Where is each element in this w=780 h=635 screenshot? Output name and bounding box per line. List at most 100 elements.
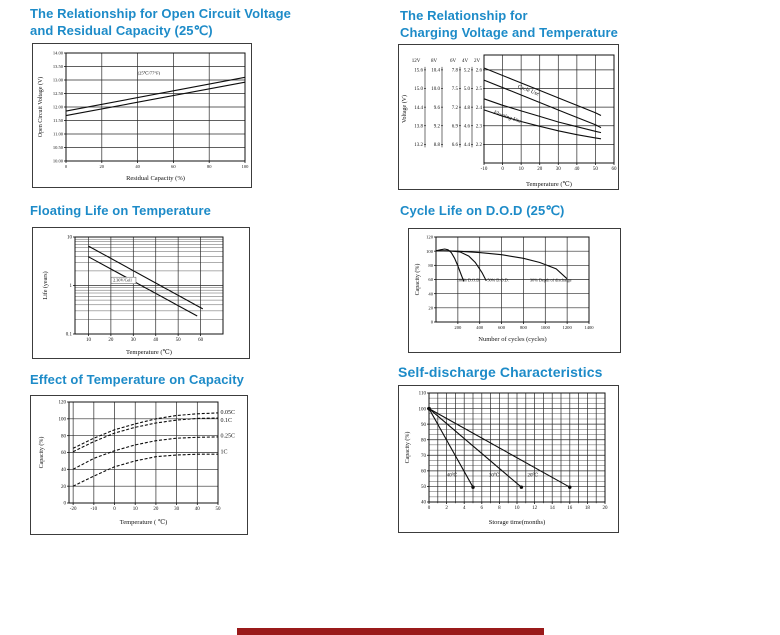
cycle-life-dod-chart: 200 400 600 800 1000 1200 1400 0 20 40 60 80 100 120 N… bbox=[414, 235, 594, 343]
svg-text:60: 60 bbox=[198, 338, 204, 343]
svg-text:30: 30 bbox=[174, 507, 180, 512]
svg-text:4.8: 4.8 bbox=[464, 106, 471, 111]
svg-text:110: 110 bbox=[419, 392, 427, 397]
svg-text:0.05C: 0.05C bbox=[221, 410, 236, 416]
svg-text:100: 100 bbox=[426, 249, 434, 254]
chart-open-circuit-voltage: The Relationship for Open Circuit Voltag… bbox=[30, 6, 291, 188]
svg-text:40: 40 bbox=[421, 501, 427, 506]
svg-text:Life (years): Life (years) bbox=[42, 271, 49, 299]
title-line: Effect of Temperature on Capacity bbox=[30, 372, 244, 387]
svg-text:-10: -10 bbox=[481, 167, 488, 172]
svg-text:Capacity (%): Capacity (%) bbox=[414, 263, 421, 295]
svg-text:2: 2 bbox=[445, 506, 448, 511]
svg-text:6.6: 6.6 bbox=[452, 143, 459, 148]
chart-panel: 200 400 600 800 1000 1200 1400 0 20 40 60 80 100 120 N… bbox=[408, 227, 621, 353]
svg-text:80: 80 bbox=[428, 263, 433, 268]
svg-text:10.00: 10.00 bbox=[53, 158, 64, 163]
svg-text:20: 20 bbox=[428, 305, 433, 310]
chart-title-floating-life: Floating Life on Temperature bbox=[30, 203, 250, 220]
svg-text:20: 20 bbox=[153, 507, 159, 512]
svg-text:Open Circuit Voltage (V): Open Circuit Voltage (V) bbox=[37, 76, 44, 137]
svg-text:30: 30 bbox=[556, 167, 562, 172]
svg-text:50: 50 bbox=[216, 507, 222, 512]
title-line: Self-discharge Characteristics bbox=[398, 364, 603, 380]
svg-text:10: 10 bbox=[515, 506, 521, 511]
svg-text:9.2: 9.2 bbox=[434, 124, 441, 129]
self-discharge-chart: 0 2 4 6 8 10 12 14 16 18 20 40 50 60 70 80 90 100 110 Stora… bbox=[404, 392, 608, 526]
svg-text:100: 100 bbox=[242, 164, 250, 169]
svg-text:1: 1 bbox=[70, 284, 73, 289]
svg-text:0: 0 bbox=[113, 507, 116, 512]
svg-text:40: 40 bbox=[195, 507, 201, 512]
chart-panel: 0 20 40 60 80 100 10.00 10.50 11.00 11.50 12.00 12.… bbox=[32, 42, 252, 188]
svg-text:30: 30 bbox=[131, 338, 137, 343]
svg-text:40: 40 bbox=[428, 291, 433, 296]
svg-text:400: 400 bbox=[476, 325, 484, 330]
svg-text:Number of cycles (cycles): Number of cycles (cycles) bbox=[478, 336, 546, 343]
svg-text:1C: 1C bbox=[221, 449, 228, 455]
svg-text:13.8: 13.8 bbox=[414, 124, 423, 129]
svg-text:50: 50 bbox=[421, 485, 427, 490]
svg-text:20: 20 bbox=[108, 338, 114, 343]
svg-text:100: 100 bbox=[59, 417, 67, 422]
chart-panel: 0 2 4 6 8 10 12 14 16 18 20 40 50 60 70 80 90 100 110 Stora… bbox=[398, 385, 619, 534]
chart-title-temp-capacity: Effect of Temperature on Capacity bbox=[30, 372, 248, 389]
svg-text:80: 80 bbox=[61, 434, 67, 439]
svg-text:(25℃/77°F): (25℃/77°F) bbox=[138, 70, 161, 75]
svg-text:1400: 1400 bbox=[584, 325, 594, 330]
svg-text:40℃: 40℃ bbox=[447, 472, 458, 478]
svg-text:12.50: 12.50 bbox=[53, 91, 64, 96]
chart-charging-voltage-temperature: The Relationship for Charging Voltage an… bbox=[398, 8, 619, 190]
svg-text:4: 4 bbox=[463, 506, 466, 511]
svg-text:8V: 8V bbox=[431, 59, 438, 64]
svg-text:Residual Capacity (%): Residual Capacity (%) bbox=[126, 175, 185, 182]
floating-life-temperature-chart: 10 20 30 40 50 60 10 1 0.1 Temperature (℃) Life (y… bbox=[42, 236, 224, 356]
svg-text:4.6: 4.6 bbox=[464, 124, 471, 129]
svg-text:2V: 2V bbox=[474, 59, 481, 64]
svg-text:6: 6 bbox=[481, 506, 484, 511]
svg-text:60: 60 bbox=[428, 277, 433, 282]
svg-text:13.50: 13.50 bbox=[53, 64, 64, 69]
svg-text:-20: -20 bbox=[70, 507, 77, 512]
chart-title-self-discharge: Self-discharge Characteristics bbox=[398, 363, 619, 381]
svg-text:4.4: 4.4 bbox=[464, 143, 471, 148]
svg-text:15.0: 15.0 bbox=[414, 87, 423, 92]
svg-text:1000: 1000 bbox=[541, 325, 551, 330]
svg-text:9.6: 9.6 bbox=[434, 106, 441, 111]
svg-text:40: 40 bbox=[153, 338, 159, 343]
svg-text:6V: 6V bbox=[450, 59, 457, 64]
svg-text:10: 10 bbox=[86, 338, 92, 343]
svg-text:0: 0 bbox=[428, 506, 431, 511]
svg-text:2.30V/Cell: 2.30V/Cell bbox=[113, 278, 132, 283]
svg-text:12V: 12V bbox=[412, 59, 421, 64]
svg-text:10: 10 bbox=[133, 507, 139, 512]
svg-text:0.25C: 0.25C bbox=[221, 433, 236, 439]
svg-text:16: 16 bbox=[567, 506, 573, 511]
svg-text:50% D.O.D.: 50% D.O.D. bbox=[487, 278, 508, 283]
svg-text:7.8: 7.8 bbox=[452, 68, 459, 73]
svg-text:2.5: 2.5 bbox=[476, 87, 483, 92]
svg-text:80: 80 bbox=[421, 439, 427, 444]
svg-text:14.00: 14.00 bbox=[53, 50, 64, 55]
svg-text:0: 0 bbox=[64, 502, 67, 507]
svg-text:0.1: 0.1 bbox=[66, 333, 73, 338]
chart-self-discharge: Self-discharge Characteristics 0 2 4 6 8 10 12… bbox=[398, 363, 619, 534]
svg-text:800: 800 bbox=[520, 325, 528, 330]
svg-text:18: 18 bbox=[585, 506, 591, 511]
svg-text:200: 200 bbox=[454, 325, 462, 330]
svg-text:90: 90 bbox=[421, 423, 427, 428]
svg-text:10.4: 10.4 bbox=[431, 68, 440, 73]
svg-text:Voltage (V): Voltage (V) bbox=[401, 95, 408, 123]
svg-text:13.2: 13.2 bbox=[414, 143, 423, 148]
svg-text:60: 60 bbox=[171, 164, 176, 169]
svg-text:0: 0 bbox=[431, 320, 434, 325]
svg-text:Capacity (%): Capacity (%) bbox=[404, 432, 411, 464]
svg-text:20℃: 20℃ bbox=[528, 472, 539, 478]
svg-text:40: 40 bbox=[135, 164, 140, 169]
charging-voltage-temperature-chart: -10 0 10 20 30 40 50 60 Temperature (℃) Voltage (… bbox=[401, 54, 617, 188]
svg-text:120: 120 bbox=[426, 235, 434, 240]
svg-text:40: 40 bbox=[574, 167, 580, 172]
svg-text:2.6: 2.6 bbox=[476, 68, 483, 73]
title-line: The Relationship for Open Circuit Voltag… bbox=[30, 6, 291, 21]
